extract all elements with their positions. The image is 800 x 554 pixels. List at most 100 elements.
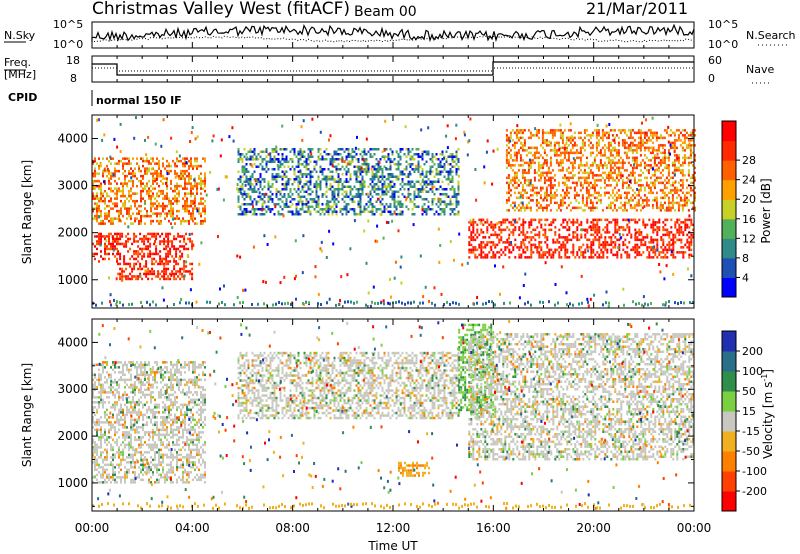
power-cell <box>371 170 374 173</box>
power-cell <box>425 183 428 187</box>
power-cell <box>677 154 680 157</box>
power-cell <box>548 140 551 144</box>
power-cell <box>189 288 192 292</box>
power-cell <box>274 235 277 239</box>
power-cell <box>251 165 254 168</box>
power-cell <box>627 161 630 165</box>
power-cell <box>667 206 670 210</box>
power-cell <box>609 166 612 170</box>
power-cell <box>685 196 688 200</box>
power-cell <box>132 184 134 188</box>
power-cell <box>421 188 424 191</box>
power-cell <box>123 262 126 266</box>
power-cell <box>585 191 588 195</box>
power-cell <box>602 243 605 247</box>
power-cell <box>155 275 158 278</box>
power-cell <box>126 209 128 213</box>
power-cell <box>379 165 382 168</box>
power-cell <box>525 179 528 182</box>
power-cell <box>470 233 473 237</box>
power-cell <box>100 209 102 213</box>
power-cell <box>562 243 565 247</box>
power-cell <box>504 246 507 249</box>
power-cell <box>153 257 156 261</box>
power-cell <box>575 194 578 197</box>
power-cell <box>599 136 602 140</box>
power-cell <box>337 200 340 203</box>
power-cell <box>383 185 386 188</box>
power-cell <box>577 201 580 205</box>
power-cell <box>507 164 510 167</box>
power-cell <box>578 248 581 252</box>
power-cell <box>621 144 624 147</box>
power-cell <box>577 156 580 160</box>
power-cell <box>505 159 508 162</box>
power-cell <box>166 179 168 183</box>
power-cell <box>601 154 604 157</box>
power-cell <box>96 217 98 220</box>
power-cell <box>147 252 150 256</box>
power-cell <box>437 188 440 191</box>
power-cell <box>579 164 582 167</box>
power-cell <box>529 194 532 197</box>
power-cell <box>393 163 396 166</box>
power-cell <box>112 202 114 205</box>
power-cell <box>537 164 540 167</box>
power-cell <box>169 250 172 253</box>
power-cell <box>351 155 354 158</box>
power-cell <box>517 131 520 135</box>
power-cell <box>399 155 402 158</box>
power-cell <box>468 256 471 259</box>
power-cell <box>653 161 656 165</box>
freq-panel: Freq. [MHz] 18 8 60 0 Nave <box>4 54 774 85</box>
power-cell <box>333 200 336 203</box>
power-cell <box>383 175 386 178</box>
power-cell <box>656 246 659 249</box>
power-cell <box>561 181 564 185</box>
power-cell <box>194 182 196 185</box>
power-cell <box>144 222 146 225</box>
power-cell <box>114 202 116 205</box>
power-cell <box>528 226 531 229</box>
power-cell <box>331 213 334 216</box>
power-cell <box>130 222 132 225</box>
power-cell <box>281 188 284 191</box>
power-cell <box>693 196 696 200</box>
power-cell <box>515 206 518 210</box>
power-cell <box>561 134 564 137</box>
power-cell <box>657 149 660 152</box>
power-cell <box>281 155 284 158</box>
power-cell <box>631 151 634 155</box>
power-cell <box>576 226 579 229</box>
power-cell <box>98 172 100 175</box>
power-cell <box>393 195 396 198</box>
power-cell <box>486 241 489 244</box>
power-cell <box>693 154 696 157</box>
power-cell <box>573 136 576 140</box>
power-cell <box>200 219 202 223</box>
power-cell <box>159 255 162 258</box>
power-cell <box>678 231 681 234</box>
power-cell <box>649 139 652 142</box>
power-cell <box>261 178 264 181</box>
power-cell <box>490 221 493 224</box>
power-cell <box>468 226 471 229</box>
power-cell <box>361 155 364 158</box>
power-cell <box>439 160 442 163</box>
power-cell <box>142 159 144 163</box>
power-cell <box>505 191 508 195</box>
power-cell <box>192 184 194 188</box>
power-cell <box>535 149 538 152</box>
power-cell <box>515 154 518 157</box>
power-cell <box>563 156 566 160</box>
power-cell <box>557 204 560 207</box>
power-cell <box>317 148 320 151</box>
power-cell <box>537 206 540 210</box>
power-cell <box>251 173 254 176</box>
power-cell <box>399 148 402 151</box>
power-cell <box>121 267 124 271</box>
power-cell <box>691 134 694 138</box>
power-cell <box>513 141 516 145</box>
power-cell <box>357 190 360 193</box>
power-cell <box>171 270 174 273</box>
